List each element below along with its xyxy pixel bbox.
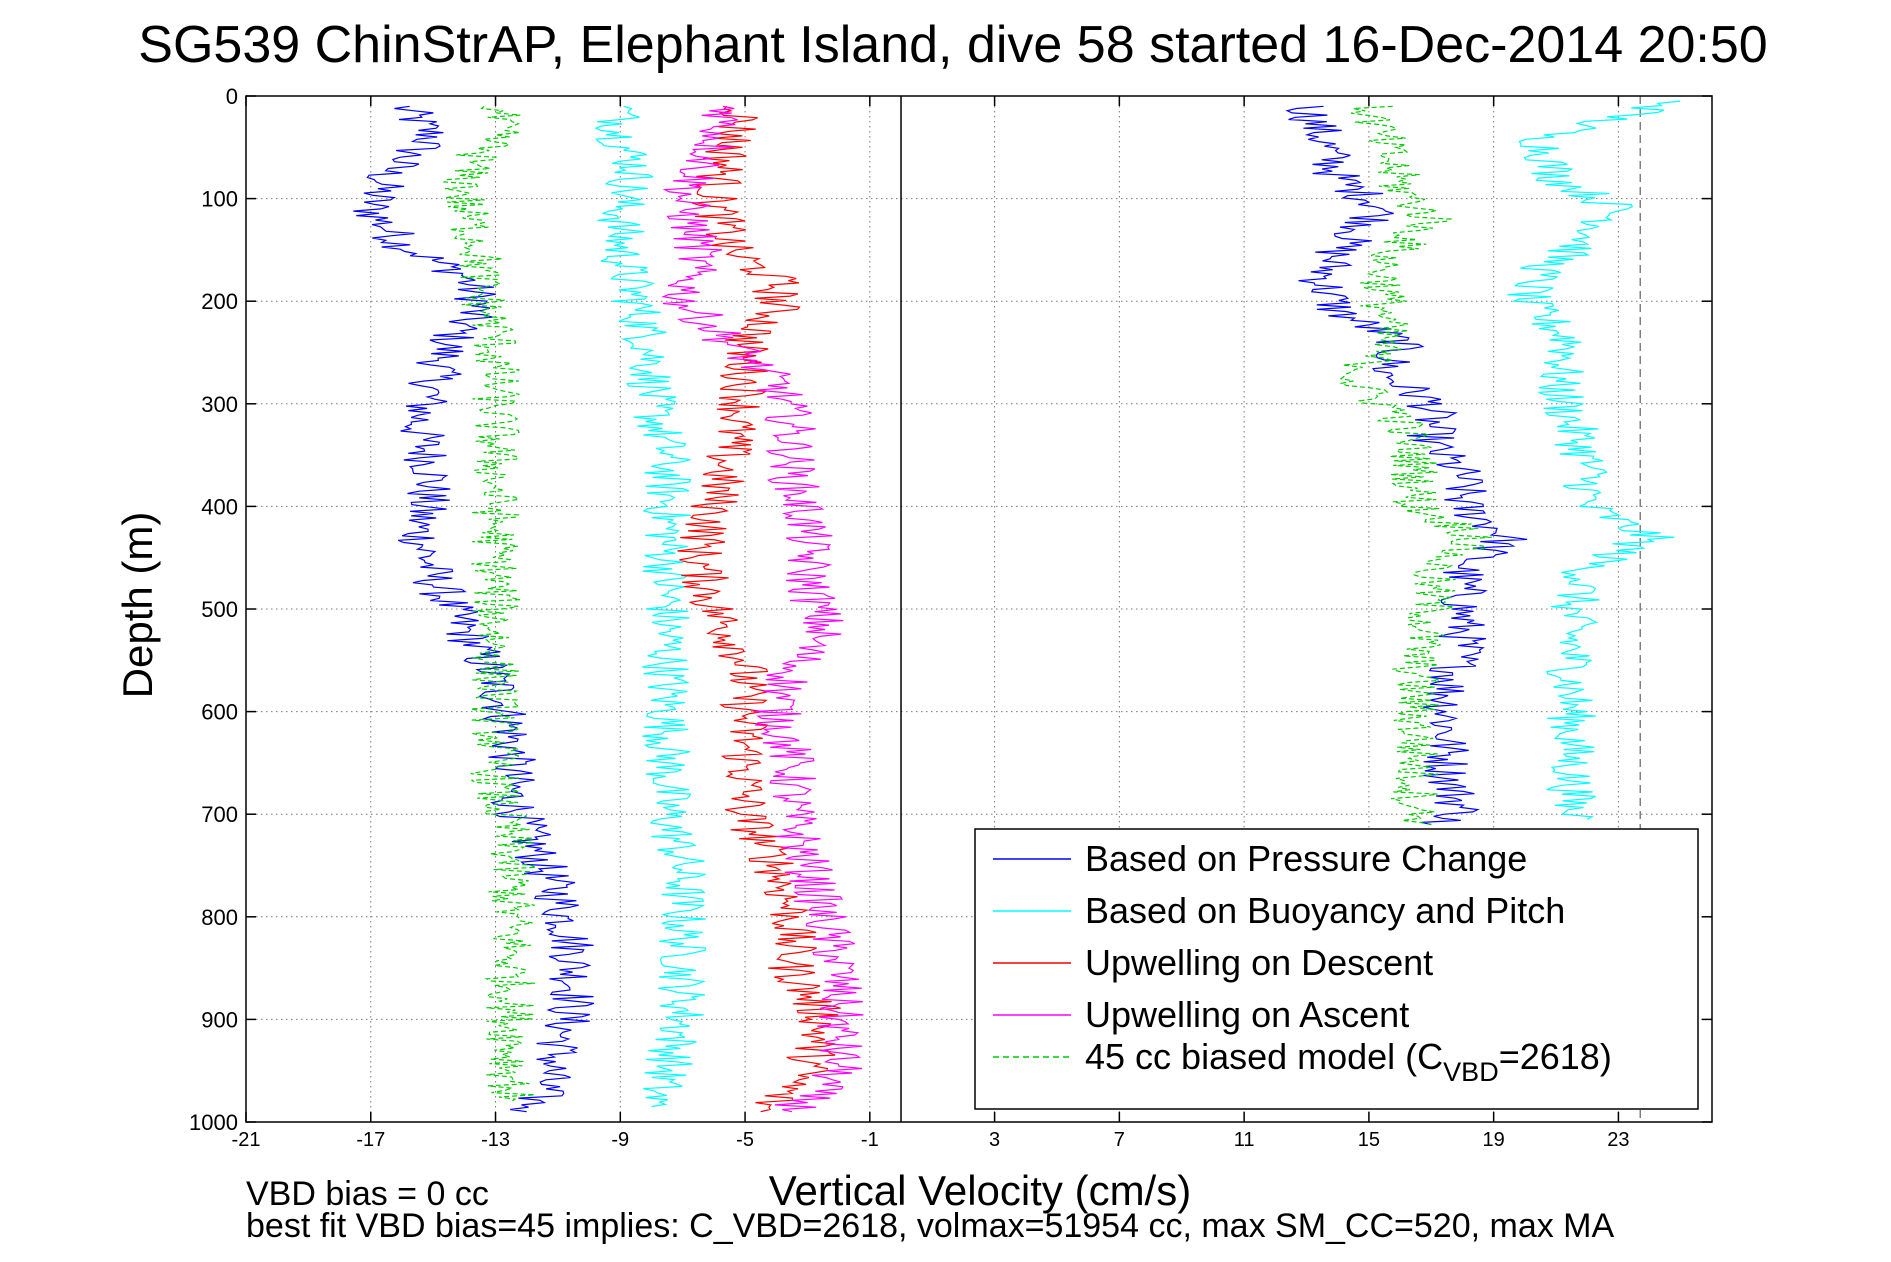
footer-vbd-bias: VBD bias = 0 cc	[246, 1175, 489, 1213]
series-line	[661, 105, 864, 1113]
legend-label: Based on Pressure Change	[1085, 838, 1527, 879]
x-tick-label: 19	[1483, 1129, 1505, 1151]
y-tick-label: 400	[201, 494, 238, 519]
series-line	[1339, 105, 1492, 826]
legend: Based on Pressure Change Based on Buoyanc…	[974, 828, 1699, 1110]
x-tick-label: -17	[356, 1129, 385, 1151]
x-tick-labels: -21 -17 -13 -9 -5 -1 3 7 11 15 19 23	[232, 1129, 1630, 1151]
series-2	[594, 100, 1681, 1108]
y-tick-label: 700	[201, 802, 238, 827]
x-tick-label: -13	[481, 1129, 510, 1151]
y-tick-label: 300	[201, 392, 238, 417]
series-group	[353, 100, 1681, 1113]
y-tick-label: 800	[201, 905, 238, 930]
footer-best-fit: best fit VBD bias=45 implies: C_VBD=2618…	[246, 1207, 1615, 1245]
x-tick-label: -5	[736, 1129, 754, 1151]
y-tick-label: 600	[201, 700, 238, 725]
legend-label: Upwelling on Ascent	[1085, 994, 1409, 1035]
x-tick-label: -21	[232, 1129, 261, 1151]
legend-label-subscript: VBD	[1443, 1057, 1499, 1087]
series-line	[1507, 100, 1681, 820]
legend-label-tail: =2618)	[1499, 1036, 1612, 1077]
series-line	[353, 105, 595, 1113]
series-line	[677, 105, 841, 1113]
legend-box	[974, 828, 1699, 1110]
y-tick-label: 200	[201, 289, 238, 314]
y-tick-labels: 0 100 200 300 400 500 600 700 800 900 1000	[189, 84, 238, 1135]
tick-marks	[245, 95, 1712, 1123]
chart-title: SG539 ChinStrAP, Elephant Island, dive 5…	[138, 16, 1767, 74]
x-tick-label: 3	[989, 1129, 1000, 1151]
legend-label: Based on Buoyancy and Pitch	[1085, 890, 1565, 931]
series-1	[353, 105, 1528, 1113]
y-tick-label: 100	[201, 187, 238, 212]
y-axis-label: Depth (m)	[114, 512, 161, 699]
y-tick-label: 1000	[189, 1110, 238, 1135]
y-tick-label: 900	[201, 1007, 238, 1032]
series-3	[677, 105, 841, 1113]
x-tick-label: 7	[1114, 1129, 1125, 1151]
series-line	[594, 105, 707, 1108]
x-tick-label: 15	[1358, 1129, 1380, 1151]
x-tick-label: -9	[611, 1129, 629, 1151]
reference-lines	[900, 96, 1642, 1122]
x-axis-label: Vertical Velocity (cm/s)	[769, 1167, 1191, 1214]
x-tick-label: 11	[1234, 1129, 1255, 1151]
series-4	[661, 105, 864, 1113]
series-line	[1285, 105, 1528, 826]
y-tick-label: 0	[226, 84, 238, 109]
legend-label: Upwelling on Descent	[1085, 942, 1433, 983]
series-5	[442, 105, 1492, 1103]
y-tick-label: 500	[201, 597, 238, 622]
x-tick-label: 23	[1607, 1129, 1629, 1151]
x-tick-label: -1	[861, 1129, 879, 1151]
series-line	[442, 105, 537, 1103]
